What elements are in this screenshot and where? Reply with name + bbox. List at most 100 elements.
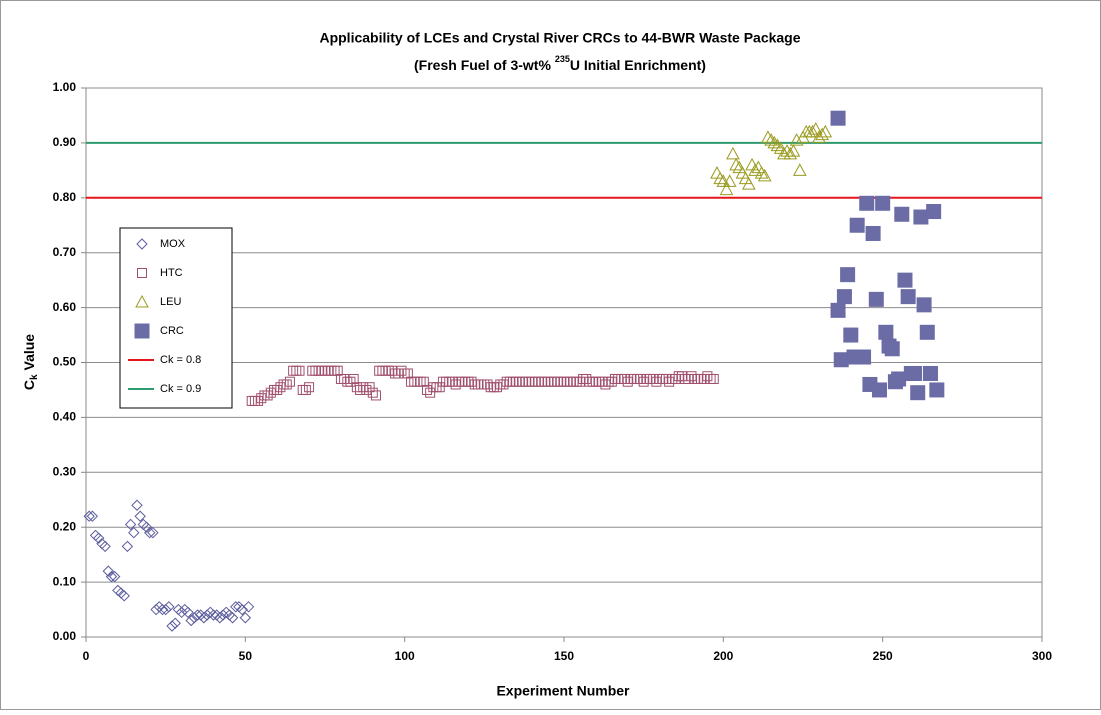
point [482,379,493,390]
point [166,620,178,632]
point [86,510,99,522]
legend-label: Ck = 0.8 [160,354,201,366]
point [364,382,375,393]
point [767,135,782,149]
point [265,387,276,398]
point [466,376,477,387]
legend-box [119,227,233,409]
point [447,376,458,387]
point [789,133,804,146]
point [118,590,130,602]
point [638,376,649,387]
point [754,166,769,179]
subtitle-text: (Fresh Fuel of 3-wt% [414,57,555,73]
y-tick-label: 0.30 [53,464,77,478]
point [156,603,169,616]
point [256,393,267,404]
point [128,526,140,539]
point [843,327,859,343]
point [159,603,172,616]
point [722,174,737,187]
point [226,612,239,624]
point [147,526,159,539]
point [93,532,105,544]
point [894,206,910,222]
y-tick-label: 0.40 [53,410,77,424]
point [131,499,143,511]
point [849,217,865,233]
ylabel-sub: k [29,374,40,380]
point [284,376,295,387]
point [498,379,509,390]
point [207,609,220,621]
legend-marker [137,268,147,278]
point [648,373,659,384]
point [214,612,226,624]
x-tick-label: 0 [83,649,90,663]
point [792,163,807,176]
point [922,365,938,381]
point [916,297,932,313]
point [856,349,872,365]
point [719,182,734,196]
legend-label: MOX [160,238,186,250]
point [699,373,710,384]
point [664,376,675,387]
point [808,122,823,135]
legend-label: Ck = 0.9 [160,383,201,395]
point [300,384,311,395]
x-tick-label: 50 [239,649,253,663]
point [676,371,687,382]
point [253,395,264,406]
point [236,603,248,616]
point [686,371,697,382]
point [702,371,713,382]
point [600,379,611,390]
point [332,365,343,376]
point [878,324,894,340]
point [619,373,630,384]
legend-label: HTC [160,267,183,279]
x-tick-label: 150 [554,649,574,663]
point [761,130,775,143]
point [434,382,445,393]
point [770,138,785,152]
point [105,570,118,583]
point [651,376,662,387]
point [272,384,283,395]
point [875,195,891,211]
point [741,177,756,190]
point [670,373,681,384]
point [345,376,356,387]
y-tick-label: 0.70 [53,245,77,259]
point [361,384,372,395]
point [859,195,875,211]
y-tick-label: 0.80 [53,190,77,204]
point [262,390,273,401]
point [348,373,359,384]
y-tick-label: 0.90 [53,135,77,149]
x-axis-label: Experiment Number [496,683,630,699]
chart-subtitle: (Fresh Fuel of 3-wt% 235U Initial Enrich… [414,54,706,72]
point [818,124,833,138]
point [367,387,378,398]
point [897,272,913,288]
y-tick-label: 0.60 [53,300,77,314]
point [919,324,935,340]
point [83,510,95,522]
legend-marker [134,323,150,339]
point [708,373,719,384]
point [402,368,413,379]
point [635,373,646,384]
point [748,163,763,176]
subtitle-sup: 235 [555,54,570,64]
point [865,225,881,241]
point [188,612,201,624]
point [140,521,153,533]
point [450,379,461,390]
point [421,384,432,395]
point [830,110,846,126]
point [370,390,381,401]
point [660,373,671,384]
point [425,387,436,398]
